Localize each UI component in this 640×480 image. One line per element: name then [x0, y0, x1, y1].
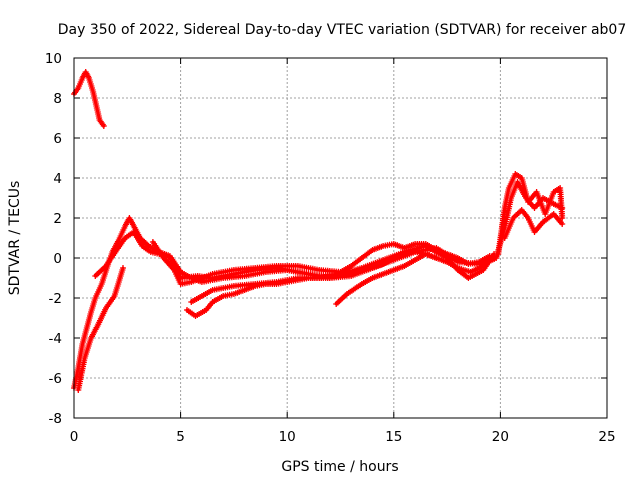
- series-t3: [75, 265, 126, 393]
- plus-markers: [71, 69, 107, 129]
- plot-frame: [73, 57, 608, 419]
- series-t1: [71, 69, 107, 129]
- series-t10: [495, 171, 566, 257]
- x-tick-label: 5: [176, 429, 185, 445]
- y-tick-label: 8: [53, 91, 62, 107]
- y-tick-label: 2: [53, 211, 62, 227]
- x-tick-label: 10: [279, 429, 296, 445]
- x-tick-label: 25: [598, 429, 615, 445]
- x-axis-label: GPS time / hours: [281, 459, 398, 475]
- plus-markers: [71, 179, 566, 391]
- y-tick-label: 4: [53, 171, 62, 187]
- series-t9: [501, 207, 566, 241]
- trace-line: [72, 180, 564, 390]
- y-tick-label: -8: [49, 411, 62, 427]
- plus-markers: [501, 207, 566, 241]
- y-tick-label: 6: [53, 131, 62, 147]
- x-tick-label: 15: [385, 429, 402, 445]
- series-t5: [149, 239, 493, 287]
- plus-markers: [149, 239, 493, 287]
- chart-title: Day 350 of 2022, Sidereal Day-to-day VTE…: [58, 22, 627, 38]
- series-t8: [333, 251, 440, 307]
- y-tick-label: -4: [49, 331, 62, 347]
- data-traces: [71, 69, 566, 393]
- plus-markers: [333, 251, 440, 307]
- axis-ticks: 0 5 10 15 20 25 -8 -6 -4 -2 0 2 4 6 8 10: [45, 51, 616, 445]
- plus-markers: [495, 171, 566, 257]
- plus-markers: [75, 265, 126, 393]
- y-tick-label: 0: [53, 251, 62, 267]
- x-tick-label: 20: [492, 429, 509, 445]
- series-t7: [188, 273, 338, 305]
- series-t2: [71, 179, 566, 391]
- y-tick-label: -2: [49, 291, 62, 307]
- plus-markers: [188, 273, 338, 305]
- y-tick-label: -6: [49, 371, 62, 387]
- y-tick-label: 10: [45, 51, 62, 67]
- y-axis-label: SDTVAR / TECUs: [7, 181, 23, 296]
- x-tick-label: 0: [70, 429, 79, 445]
- grid-lines: [74, 58, 607, 418]
